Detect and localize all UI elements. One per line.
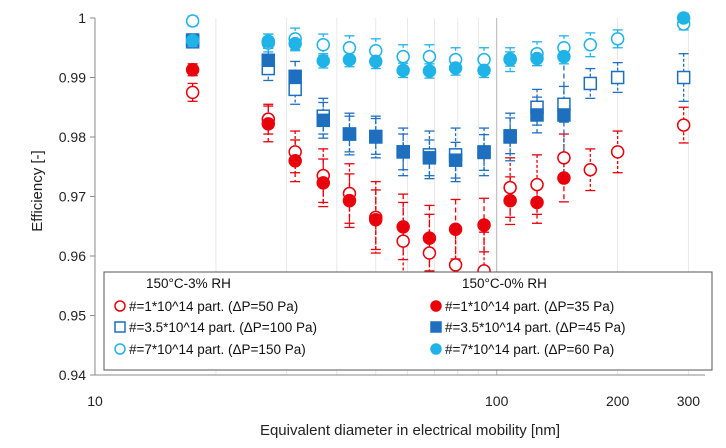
data-point [342, 52, 357, 67]
legend-entry: #=7*10^14 part. (ΔP=60 Pa) [445, 342, 614, 357]
data-point [185, 33, 200, 48]
data-point [422, 151, 437, 165]
legend-group-title: 150°C-3% RH [146, 276, 231, 291]
data-point [396, 220, 410, 234]
legend-entry: #=1*10^14 part. (ΔP=50 Pa) [129, 299, 298, 314]
data-point [316, 176, 331, 190]
data-point [396, 234, 410, 248]
data-point [530, 108, 544, 122]
legend-entry: #=1*10^14 part. (ΔP=35 Pa) [445, 299, 614, 314]
legend-entry: #=7*10^14 part. (ΔP=150 Pa) [129, 342, 306, 357]
legend-marker [114, 321, 126, 333]
data-point [185, 85, 200, 100]
data-point [422, 231, 437, 245]
data-point-layer [185, 11, 691, 278]
data-point [676, 118, 691, 132]
data-point [477, 63, 491, 78]
legend-marker [114, 300, 126, 312]
data-point [288, 36, 302, 51]
y-tick-label: 0.94 [59, 367, 86, 383]
data-point [503, 129, 517, 143]
data-point [503, 193, 517, 208]
data-point [369, 212, 383, 227]
x-tick-label: 300 [677, 393, 701, 409]
data-point [530, 177, 544, 192]
y-axis-title: Efficiency [-] [29, 150, 46, 231]
data-point [530, 195, 544, 210]
data-point [369, 129, 383, 144]
x-tick-label: 10 [87, 393, 103, 409]
data-point [448, 222, 463, 236]
data-point [557, 49, 571, 64]
data-point [288, 154, 302, 168]
legend-entry: #=3.5*10^14 part. (ΔP=100 Pa) [129, 320, 317, 335]
data-point [396, 145, 410, 159]
data-point [288, 82, 302, 97]
data-point [316, 113, 331, 128]
data-point [448, 153, 463, 167]
data-point [342, 41, 357, 55]
data-point [557, 151, 571, 165]
legend-marker [114, 343, 126, 355]
data-point [422, 64, 437, 78]
data-point [610, 32, 625, 46]
data-point [288, 69, 302, 84]
legend-marker [430, 300, 442, 312]
data-point [477, 145, 491, 160]
legend: 150°C-3% RH 150°C-0% RH #=1*10^14 part. (Δ… [103, 271, 713, 371]
y-tick-label: 0.96 [59, 248, 86, 264]
data-point [676, 70, 691, 85]
data-point [316, 38, 331, 52]
legend-entry: #=3.5*10^14 part. (ΔP=45 Pa) [445, 320, 625, 335]
legend-group-title: 150°C-0% RH [462, 276, 547, 291]
x-tick-label: 200 [606, 393, 630, 409]
data-point [261, 34, 276, 48]
data-point [610, 145, 625, 159]
data-point [422, 49, 437, 64]
legend-marker [430, 343, 442, 355]
data-point [583, 76, 598, 91]
legend-box [103, 271, 713, 371]
x-tick-label: 100 [485, 393, 509, 409]
y-tick-label: 0.98 [59, 129, 86, 145]
data-point [396, 49, 410, 64]
data-point [557, 171, 571, 185]
y-tick-label: 1 [78, 10, 86, 26]
data-point [342, 193, 357, 208]
data-point [583, 38, 598, 52]
data-point [503, 180, 517, 195]
data-point [261, 117, 276, 131]
data-point [185, 14, 200, 28]
data-point [448, 258, 463, 272]
data-point [185, 63, 200, 77]
data-point [610, 70, 625, 85]
data-point [557, 108, 571, 122]
data-point [503, 52, 517, 66]
axis-layer: 0.94 0.95 0.96 0.97 0.98 0.99 1 10 100 200 300 [59, 10, 705, 409]
data-point [316, 54, 331, 68]
data-point [477, 218, 491, 232]
data-point [676, 11, 691, 25]
data-point [448, 61, 463, 75]
legend-marker [430, 321, 442, 333]
y-tick-label: 0.97 [59, 189, 86, 205]
x-axis-title: Equivalent diameter in electrical mobili… [260, 422, 560, 439]
y-tick-label: 0.99 [59, 70, 86, 86]
data-point [530, 51, 544, 66]
data-point [396, 63, 410, 78]
data-point [261, 53, 276, 67]
y-tick-label: 0.95 [59, 308, 86, 324]
data-point [583, 162, 598, 177]
data-point [369, 54, 383, 69]
data-point [422, 246, 437, 260]
data-point [342, 127, 357, 141]
